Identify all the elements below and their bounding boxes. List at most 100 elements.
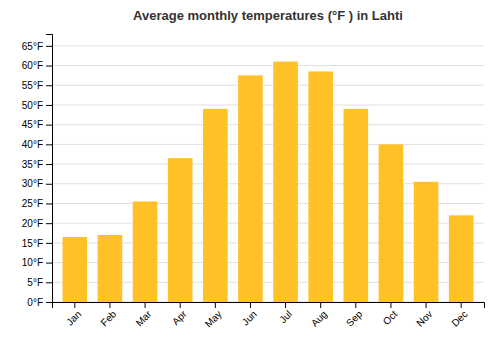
tick: May bbox=[203, 302, 224, 330]
bar bbox=[238, 75, 263, 302]
tick: Aug bbox=[309, 302, 329, 329]
tick-mark bbox=[46, 125, 52, 126]
bar bbox=[308, 71, 333, 302]
bar bbox=[344, 109, 369, 302]
tick-mark bbox=[215, 302, 216, 308]
bars bbox=[63, 62, 474, 302]
tick: Apr bbox=[170, 302, 189, 327]
tick-mark bbox=[145, 302, 146, 308]
tick-label: Jun bbox=[240, 308, 259, 327]
tick: Nov bbox=[414, 302, 434, 329]
tick-mark bbox=[46, 46, 52, 47]
tick-label: 10°F bbox=[22, 257, 43, 268]
tick: 45°F bbox=[22, 119, 52, 130]
bar bbox=[63, 237, 88, 302]
tick: 15°F bbox=[22, 238, 52, 249]
grid-line bbox=[52, 104, 484, 105]
bar bbox=[414, 182, 439, 302]
tick-mark bbox=[46, 184, 52, 185]
tick-mark bbox=[46, 203, 52, 204]
bar bbox=[133, 202, 158, 303]
tick: 30°F bbox=[22, 178, 52, 189]
grid-line bbox=[52, 65, 484, 66]
tick-mark bbox=[46, 105, 52, 106]
tick-label: 65°F bbox=[22, 41, 43, 52]
tick-mark bbox=[74, 302, 75, 308]
tick-label: 40°F bbox=[22, 139, 43, 150]
tick-label: 5°F bbox=[27, 277, 43, 288]
tick-label: 25°F bbox=[22, 198, 43, 209]
bar bbox=[203, 109, 228, 302]
tick: 0°F bbox=[27, 297, 52, 308]
tick-label: Aug bbox=[309, 308, 329, 328]
tick: Feb bbox=[98, 302, 118, 328]
grid-line bbox=[52, 144, 484, 145]
tick-label: Oct bbox=[381, 308, 400, 327]
plot: 0°F 5°F 10°F 15°F 20°F 25°F 30°F 35°F 40°F 45°F 50… bbox=[22, 35, 485, 330]
tick-mark bbox=[109, 302, 110, 308]
tick-label: 35°F bbox=[22, 159, 43, 170]
tick-label: 55°F bbox=[22, 80, 43, 91]
tick-mark bbox=[285, 302, 286, 308]
tick-mark bbox=[46, 263, 52, 264]
tick: Jul bbox=[277, 302, 294, 325]
y-axis: 0°F 5°F 10°F 15°F 20°F 25°F 30°F 35°F 40°F 45°F 50… bbox=[22, 35, 53, 308]
grid-line bbox=[52, 85, 484, 86]
bar bbox=[98, 235, 123, 302]
tick-label: 0°F bbox=[27, 297, 43, 308]
grid-line bbox=[52, 164, 484, 165]
tick-label: Sep bbox=[344, 308, 365, 329]
tick-label: Mar bbox=[134, 308, 154, 328]
tick-label: 60°F bbox=[22, 60, 43, 71]
tick: 25°F bbox=[22, 198, 52, 209]
tick: 65°F bbox=[22, 41, 52, 52]
tick-mark bbox=[390, 302, 391, 308]
tick: Oct bbox=[381, 302, 400, 327]
tick-mark bbox=[46, 85, 52, 86]
tick-label: May bbox=[203, 308, 224, 329]
tick-label: 30°F bbox=[22, 178, 43, 189]
tick-mark bbox=[46, 66, 52, 67]
chart: 0°F 5°F 10°F 15°F 20°F 25°F 30°F 35°F 40°F 45°F 50… bbox=[0, 0, 500, 350]
tick-label: Jul bbox=[277, 308, 294, 325]
tick: Jan bbox=[64, 302, 83, 328]
x-axis: Jan Feb Mar Apr May Jun Jul Aug Sep Oct Nov Dec bbox=[53, 302, 485, 330]
tick-label: Nov bbox=[414, 308, 434, 328]
tick-mark bbox=[46, 302, 52, 303]
tick-label: Apr bbox=[170, 308, 189, 327]
tick-label: Jan bbox=[64, 308, 83, 327]
tick-label: 45°F bbox=[22, 119, 43, 130]
axis-domain bbox=[46, 35, 53, 303]
grid-line bbox=[52, 124, 484, 125]
grid-line bbox=[52, 45, 484, 46]
tick: Mar bbox=[134, 302, 154, 328]
tick-label: Feb bbox=[98, 308, 118, 328]
axis-domain bbox=[53, 303, 485, 309]
tick-mark bbox=[46, 243, 52, 244]
tick-mark bbox=[320, 302, 321, 308]
tick-mark bbox=[46, 223, 52, 224]
tick-mark bbox=[250, 302, 251, 308]
tick: Sep bbox=[344, 302, 365, 329]
tick-mark bbox=[426, 302, 427, 308]
tick: Dec bbox=[449, 302, 469, 329]
bar bbox=[168, 158, 193, 302]
tick-mark bbox=[46, 282, 52, 283]
bar bbox=[449, 215, 474, 302]
tick-mark bbox=[46, 164, 52, 165]
bar bbox=[273, 62, 298, 302]
tick: 5°F bbox=[27, 277, 52, 288]
grid bbox=[52, 46, 484, 302]
bar bbox=[379, 144, 404, 302]
tick: 20°F bbox=[22, 218, 52, 229]
tick: 50°F bbox=[22, 100, 52, 111]
tick-label: 50°F bbox=[22, 100, 43, 111]
tick: 60°F bbox=[22, 60, 52, 71]
tick-mark bbox=[355, 302, 356, 308]
tick: 40°F bbox=[22, 139, 52, 150]
tick-label: Dec bbox=[449, 308, 469, 328]
tick: Jun bbox=[240, 302, 259, 328]
tick-mark bbox=[46, 144, 52, 145]
tick: 10°F bbox=[22, 257, 52, 268]
tick-mark bbox=[461, 302, 462, 308]
